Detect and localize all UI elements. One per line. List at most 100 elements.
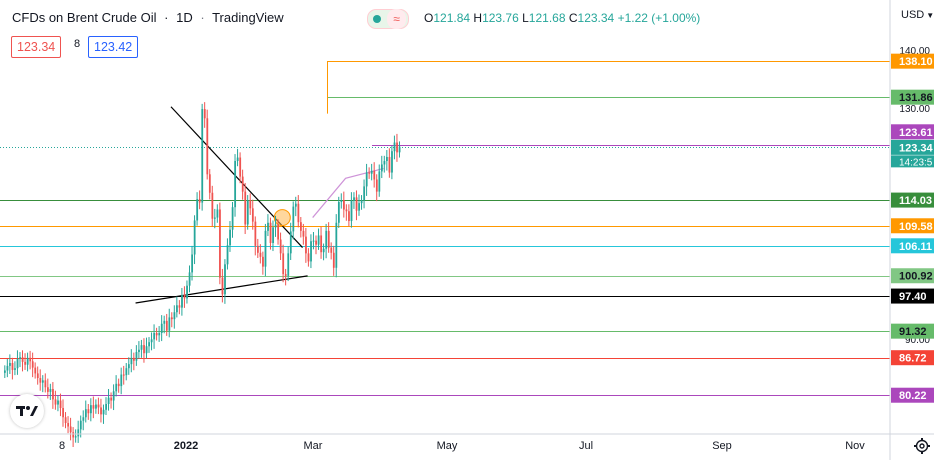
candle-body (49, 388, 52, 392)
candle-body (193, 220, 196, 255)
trendlines (135, 106, 384, 304)
candle-body (90, 405, 92, 414)
candle-body (115, 383, 118, 392)
candle-body (178, 305, 181, 308)
market-status-badge[interactable]: ≈ (367, 9, 409, 29)
candle-body (148, 342, 151, 347)
interval[interactable]: 1D (176, 10, 193, 25)
candle-body (168, 317, 171, 331)
symbol-title: CFDs on Brent Crude Oil · 1D · TradingVi… (12, 10, 284, 25)
price-label-bg (891, 139, 934, 155)
candle-body (251, 208, 254, 222)
candle-body (337, 201, 340, 223)
title-separator-2: · (200, 10, 205, 25)
low-label: L (522, 11, 529, 25)
candle-body (244, 191, 247, 225)
candle-body (183, 294, 186, 299)
y-tick-label: 90.00 (905, 335, 930, 346)
settings-gear-icon[interactable] (913, 437, 931, 455)
candle-body (317, 235, 320, 245)
countdown-label: 14:23:5 (899, 157, 933, 168)
provider: TradingView (212, 10, 284, 25)
candle-body (388, 156, 391, 173)
price-label: 131.86 (899, 92, 933, 104)
candle-body (393, 142, 396, 152)
candle-body (196, 199, 199, 221)
candle-body (315, 240, 317, 245)
candle-body (170, 317, 173, 320)
candle-body (29, 357, 32, 362)
candle-body (254, 221, 257, 246)
candle-body (125, 368, 128, 376)
candle-body (335, 222, 338, 268)
currency-selector[interactable]: USD ▼ (901, 9, 934, 21)
price-label-bg (891, 124, 934, 140)
candle-body (34, 367, 37, 374)
price-label: 106.11 (899, 241, 932, 253)
candle-body (77, 429, 80, 437)
x-tick-label: 2022 (174, 440, 198, 452)
candle-body (289, 231, 292, 254)
candle-body (79, 420, 82, 430)
candle-body (257, 245, 259, 253)
candle-body (294, 203, 297, 207)
candle-body (206, 118, 209, 175)
price-label: 138.10 (899, 56, 933, 68)
candles (4, 102, 401, 447)
candle-body (201, 109, 204, 203)
x-tick-label: May (437, 440, 458, 452)
candle-body (186, 285, 188, 299)
candle-body (229, 229, 231, 246)
candle-body (272, 227, 274, 243)
candle-body (373, 170, 376, 180)
candle-body (165, 320, 168, 331)
candle-body (6, 365, 9, 371)
candle-body (287, 253, 290, 276)
candle-body (105, 403, 107, 410)
candle-body (279, 239, 282, 254)
candle-body (365, 172, 368, 187)
candle-body (302, 230, 305, 237)
candle-body (327, 230, 330, 248)
candle-body (383, 161, 386, 165)
candle-body (300, 222, 302, 231)
candle-body (153, 333, 156, 340)
candle-body (330, 247, 333, 253)
candle-body (378, 171, 381, 192)
x-tick-label: Nov (845, 440, 865, 452)
candle-body (267, 222, 269, 231)
change-value: +1.22 (+1.00%) (617, 11, 701, 25)
candle-body (72, 432, 75, 438)
candle-body (24, 361, 27, 365)
candle-body (211, 192, 214, 219)
candle-body (282, 253, 285, 275)
candle-body (130, 357, 133, 365)
candle-body (4, 370, 6, 373)
low-value: 121.68 (528, 11, 566, 25)
candle-body (226, 245, 229, 265)
candle-body (52, 388, 54, 400)
candle-body (107, 397, 110, 404)
y-tick-label: 140.00 (899, 46, 930, 57)
price-label-bg (891, 192, 934, 208)
candle-body (368, 172, 371, 174)
candle-body (11, 363, 14, 370)
candle-body (221, 277, 224, 295)
x-tick-label: Jul (579, 440, 593, 452)
candle-body (110, 397, 113, 401)
candle-body (191, 254, 194, 273)
candle-body (173, 312, 176, 320)
candle-body (57, 400, 59, 405)
price-label: 123.61 (899, 127, 933, 139)
buy-box[interactable]: 123.42 (88, 36, 139, 58)
tradingview-logo-icon[interactable] (10, 394, 44, 428)
price-label: 100.92 (899, 271, 933, 283)
close-value: 123.34 (577, 11, 615, 25)
candle-body (41, 380, 44, 383)
sell-box[interactable]: 123.34 (11, 36, 62, 58)
price-label: 80.22 (899, 390, 927, 402)
candle-body (213, 217, 216, 219)
candle-body (216, 209, 219, 218)
